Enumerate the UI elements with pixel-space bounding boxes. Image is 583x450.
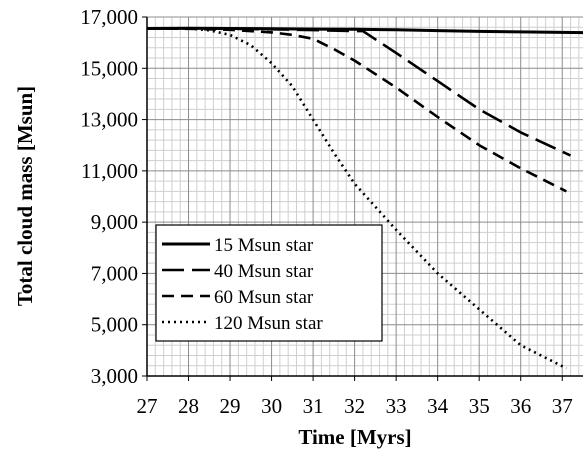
tick-labels: 27 28 29 30 31 32 33 34 35 36 37 3,000 5,000 7,000 9,0… bbox=[80, 5, 572, 418]
legend-label: 15 Msun star bbox=[214, 235, 314, 256]
x-tick-label: 33 bbox=[386, 394, 407, 418]
series-line-120-msun bbox=[147, 27, 567, 370]
x-tick-label: 28 bbox=[178, 394, 199, 418]
y-tick-label: 7,000 bbox=[91, 261, 138, 285]
legend-label: 40 Msun star bbox=[214, 261, 314, 282]
legend-label: 60 Msun star bbox=[214, 287, 314, 308]
x-tick-label: 30 bbox=[261, 394, 282, 418]
y-tick-label: 11,000 bbox=[81, 159, 138, 183]
x-tick-label: 37 bbox=[552, 394, 573, 418]
y-tick-label: 15,000 bbox=[80, 56, 138, 80]
legend: 15 Msun star 40 Msun star 60 Msun star 120 … bbox=[155, 224, 383, 342]
y-tick-label: 17,000 bbox=[80, 5, 138, 29]
y-tick-label: 5,000 bbox=[91, 313, 138, 337]
legend-label: 120 Msun star bbox=[214, 313, 323, 334]
x-tick-label: 34 bbox=[427, 394, 449, 418]
y-tick-label: 3,000 bbox=[91, 364, 138, 388]
x-tick-label: 35 bbox=[469, 394, 490, 418]
x-tick-label: 27 bbox=[137, 394, 158, 418]
x-tick-label: 36 bbox=[510, 394, 531, 418]
x-tick-label: 29 bbox=[220, 394, 241, 418]
y-tick-label: 13,000 bbox=[80, 108, 138, 132]
y-axis-title: Total cloud mass [Msun] bbox=[13, 86, 37, 306]
series-line-60-msun bbox=[146, 27, 567, 193]
y-tick-label: 9,000 bbox=[91, 210, 138, 234]
x-tick-label: 31 bbox=[303, 394, 324, 418]
x-axis-title: Time [Myrs] bbox=[298, 425, 411, 449]
axes bbox=[142, 16, 583, 381]
x-tick-label: 32 bbox=[344, 394, 365, 418]
series-layer bbox=[146, 26, 583, 370]
